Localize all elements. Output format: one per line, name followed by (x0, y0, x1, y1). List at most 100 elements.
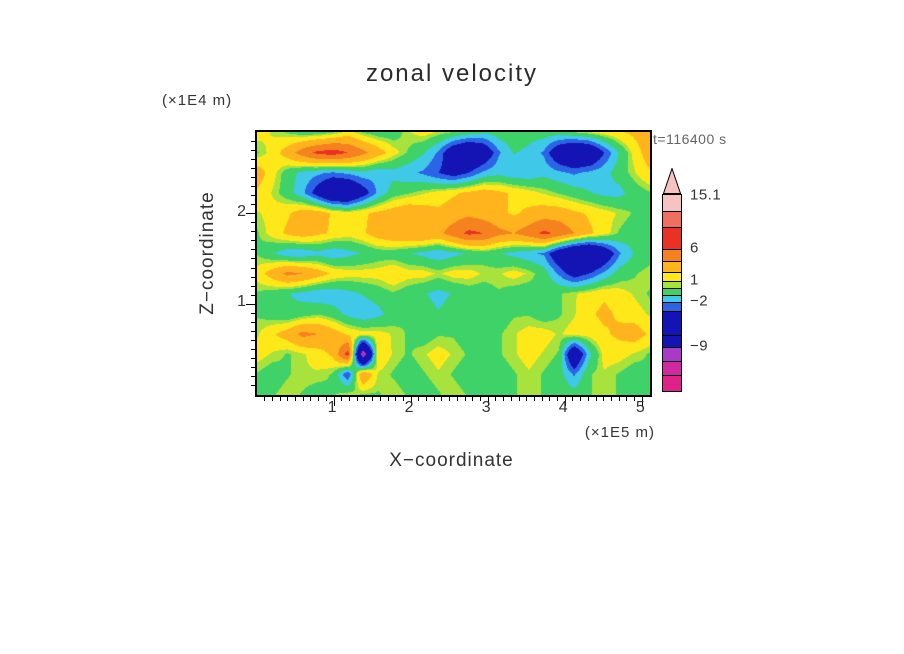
axis-tick (402, 397, 404, 401)
axis-tick (251, 294, 255, 296)
axis-tick (251, 249, 255, 251)
axis-tick (310, 397, 312, 401)
x-axis-unit: (×1E5 m) (584, 424, 655, 441)
axis-tick (348, 397, 350, 401)
axis-tick (246, 303, 255, 305)
axis-tick (603, 397, 605, 401)
axis-tick (587, 397, 589, 401)
axis-tick (246, 213, 255, 215)
axis-tick (251, 140, 255, 142)
colorbar-segment (663, 288, 681, 295)
axis-tick (251, 285, 255, 287)
velocity-field (257, 132, 650, 395)
axis-tick (580, 397, 582, 401)
axis-tick (251, 267, 255, 269)
axis-tick (472, 397, 474, 401)
axis-tick (503, 397, 505, 401)
axis-tick (251, 231, 255, 233)
axis-tick (251, 176, 255, 178)
axis-tick (251, 321, 255, 323)
axis-tick (433, 397, 435, 401)
colorbar-tick-label: 6 (690, 239, 699, 257)
axis-tick (387, 397, 389, 401)
colorbar-segment (663, 281, 681, 288)
colorbar-segment (663, 261, 681, 272)
axis-tick (595, 397, 597, 401)
time-annotation: t=116400 s (653, 131, 727, 147)
axis-tick (495, 397, 497, 401)
axis-tick (271, 397, 273, 401)
axis-tick (549, 397, 551, 401)
axis-tick (410, 397, 412, 406)
axis-tick (251, 340, 255, 342)
axis-tick (456, 397, 458, 401)
axis-tick (557, 397, 559, 401)
colorbar-tick-label: −9 (690, 337, 709, 355)
axis-tick (251, 376, 255, 378)
axis-tick (518, 397, 520, 401)
colorbar-segment (663, 375, 681, 391)
axis-tick (251, 149, 255, 151)
colorbar-arrow-icon (663, 168, 681, 194)
colorbar-segment (663, 295, 681, 302)
axis-tick (333, 397, 335, 406)
axis-tick (464, 397, 466, 401)
colorbar-segment (663, 311, 681, 335)
axis-tick (618, 397, 620, 401)
x-tick-label: 5 (635, 399, 645, 416)
axis-tick (325, 397, 327, 401)
x-axis-tick-labels: 1 2 3 4 5 (255, 399, 648, 419)
axis-tick (251, 331, 255, 333)
axis-tick (251, 312, 255, 314)
colorbar-segment (663, 347, 681, 361)
x-tick-label: 4 (558, 399, 568, 416)
colorbar-segment (663, 211, 681, 227)
axis-tick (251, 358, 255, 360)
axis-tick (279, 397, 281, 401)
axis-tick (395, 397, 397, 401)
chart-title: zonal velocity (365, 60, 539, 87)
axis-tick (634, 397, 636, 401)
axis-tick (302, 397, 304, 401)
axis-tick (441, 397, 443, 401)
axis-tick (426, 397, 428, 401)
axis-tick (449, 397, 451, 401)
axis-tick (318, 397, 320, 401)
colorbar-segment (663, 227, 681, 249)
axis-tick (372, 397, 374, 401)
axis-tick (251, 349, 255, 351)
axis-tick (251, 276, 255, 278)
colorbar-segments (662, 194, 682, 392)
axis-tick (533, 397, 535, 401)
axis-tick (251, 204, 255, 206)
axis-tick (487, 397, 489, 406)
axis-tick (641, 397, 643, 406)
x-axis-label: X−coordinate (389, 450, 514, 471)
axis-tick (626, 397, 628, 401)
colorbar-segment (663, 195, 681, 211)
x-tick-label: 3 (481, 399, 491, 416)
colorbar-segment (663, 249, 681, 261)
axis-tick (572, 397, 574, 401)
axis-tick (364, 397, 366, 401)
x-tick-label: 1 (327, 399, 337, 416)
colorbar-segment (663, 272, 681, 281)
y-axis-unit: (×1E4 m) (162, 92, 233, 109)
axis-tick (510, 397, 512, 401)
colorbar-segment (663, 302, 681, 311)
y-tick-label: 2 (237, 202, 246, 220)
axis-tick (379, 397, 381, 401)
y-tick-label: 1 (237, 293, 246, 311)
axis-tick (295, 397, 297, 401)
axis-tick (541, 397, 543, 401)
axis-tick (251, 385, 255, 387)
x-tick-label: 2 (404, 399, 414, 416)
axis-tick (564, 397, 566, 406)
colorbar-segment (663, 361, 681, 375)
axis-tick (251, 240, 255, 242)
axis-tick (251, 185, 255, 187)
axis-tick (341, 397, 343, 401)
axis-tick (356, 397, 358, 401)
axis-tick (251, 222, 255, 224)
